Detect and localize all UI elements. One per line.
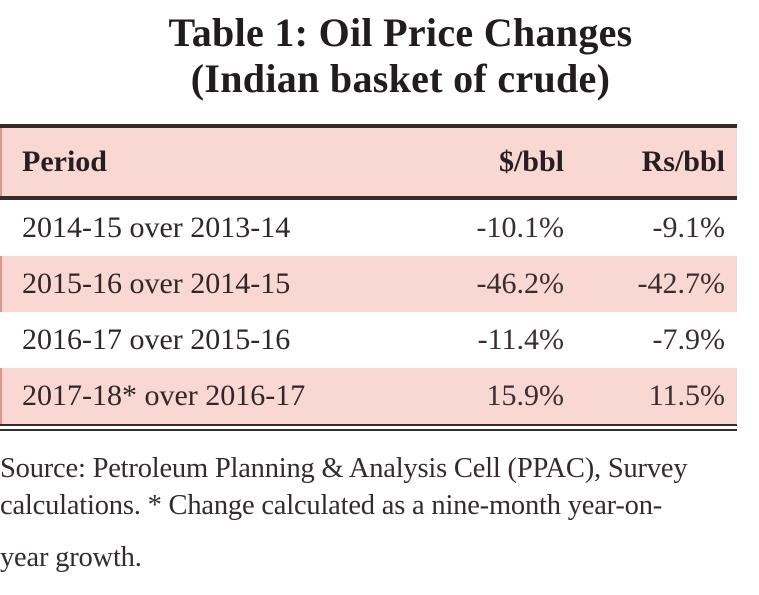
cell-usd-change: 15.9% — [486, 379, 565, 412]
cell-usd-change: -11.4% — [477, 323, 564, 356]
cell-rs-change: -9.1% — [652, 211, 725, 244]
cell-usd-change: -10.1% — [476, 211, 564, 244]
cell-period: 2017-18* over 2016-17 — [22, 379, 306, 412]
table-title: Table 1: Oil Price Changes — [168, 10, 633, 55]
oil-price-table: Period $/bbl Rs/bbl 2014-15 over 2013-14… — [0, 124, 737, 431]
header-rule — [0, 196, 737, 200]
bottom-rule — [0, 424, 737, 431]
source-line: Source: Petroleum Planning & Analysis Ce… — [0, 453, 688, 484]
cell-period: 2016-17 over 2015-16 — [22, 323, 291, 356]
table-row: 2016-17 over 2015-16 -11.4% -7.9% — [0, 312, 737, 368]
header-cell-period: Period — [22, 145, 107, 178]
top-rule — [0, 124, 737, 128]
table-row: 2015-16 over 2014-15 -46.2% -42.7% — [0, 256, 737, 312]
header-cell-rs-per-bbl: Rs/bbl — [641, 145, 725, 178]
table-header-row: Period $/bbl Rs/bbl — [0, 128, 737, 196]
page: Table 1: Oil Price Changes (Indian baske… — [0, 0, 759, 576]
cell-period: 2014-15 over 2013-14 — [22, 211, 291, 244]
cell-rs-change: -7.9% — [652, 323, 725, 356]
cell-rs-change: 11.5% — [648, 379, 725, 412]
cell-period: 2015-16 over 2014-15 — [22, 267, 291, 300]
cell-rs-change: -42.7% — [637, 267, 725, 300]
table-row: 2017-18* over 2016-17 15.9% 11.5% — [0, 368, 737, 424]
source-note: Source: Petroleum Planning & Analysis Ce… — [0, 450, 759, 576]
table-subtitle: (Indian basket of crude) — [190, 56, 611, 101]
source-line: calculations. * Change calculated as a n… — [0, 490, 663, 521]
table-title-block: Table 1: Oil Price Changes (Indian baske… — [0, 0, 759, 102]
cell-usd-change: -46.2% — [476, 267, 564, 300]
table-row: 2014-15 over 2013-14 -10.1% -9.1% — [0, 200, 737, 256]
header-cell-usd-per-bbl: $/bbl — [498, 145, 564, 178]
source-line: year growth. — [0, 542, 142, 573]
